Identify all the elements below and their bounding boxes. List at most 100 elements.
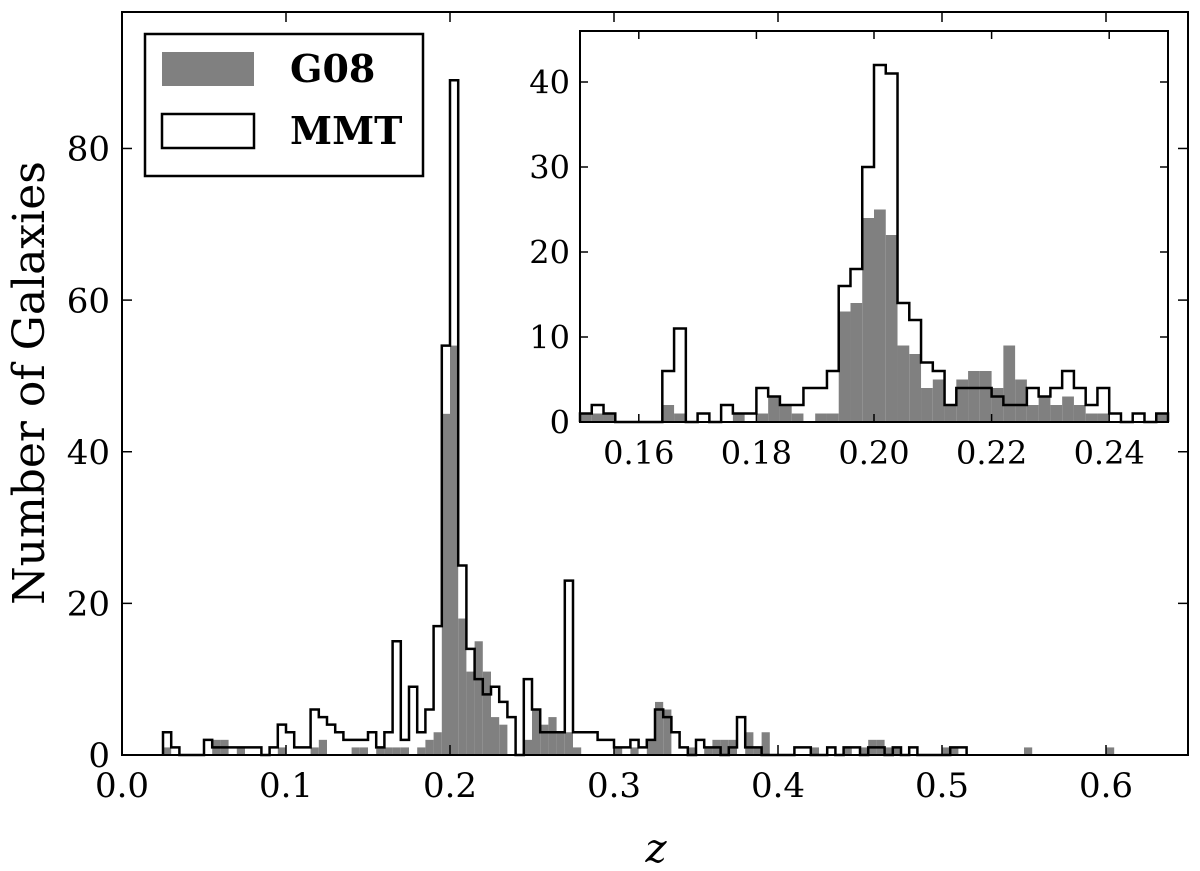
main-g08-bar [425, 739, 434, 755]
main-x-tick-label: 0.1 [259, 766, 313, 806]
main-g08-bar [630, 747, 639, 755]
inset-g08-bar [779, 405, 792, 422]
main-g08-bar [548, 717, 557, 755]
main-g08-bar [950, 747, 959, 755]
main-x-tick-label: 0.3 [587, 766, 641, 806]
inset-y-tick-label: 40 [529, 64, 570, 102]
main-x-tick-label: 0.6 [1079, 766, 1133, 806]
inset-y-tick-label: 30 [529, 149, 570, 187]
main-g08-bar [351, 747, 360, 755]
main-x-tick-label: 0.5 [915, 766, 969, 806]
inset-g08-bar [1050, 405, 1063, 422]
main-g08-bar [884, 747, 893, 755]
main-g08-bar [1024, 747, 1033, 755]
inset-x-tick-label: 0.16 [603, 434, 674, 472]
inset-g08-bar [756, 413, 769, 422]
inset-g08-bar [603, 413, 616, 422]
inset-y-tick-label: 10 [529, 319, 570, 357]
main-g08-bar [564, 732, 573, 755]
main-g08-bar [318, 739, 327, 755]
inset-histogram: 0.16 0.18 0.20 0.22 0.24 0 10 20 30 40 [529, 30, 1170, 472]
main-g08-bar [614, 747, 623, 755]
inset-g08-bar [944, 405, 957, 422]
inset-g08-bar [1038, 396, 1051, 422]
inset-g08-bar [932, 379, 945, 422]
inset-g08-bar [591, 413, 604, 422]
main-g08-bar [310, 747, 319, 755]
main-g08-bar [491, 717, 500, 755]
x-axis-label: z [644, 826, 667, 871]
main-mmt-outline [161, 78, 968, 757]
main-g08-bar [540, 724, 549, 755]
main-x-tick-label: 0.0 [95, 766, 149, 806]
main-g08-bar [441, 413, 450, 755]
inset-g08-bar [1015, 379, 1027, 422]
inset-g08-bar [791, 413, 804, 422]
main-g08-bar [745, 732, 754, 755]
inset-y-tick-label: 20 [529, 234, 570, 272]
main-y-tick-label: 80 [67, 130, 110, 170]
inset-g08-bar [1062, 396, 1074, 422]
main-g08-bar [359, 747, 368, 755]
main-g08-bar [400, 747, 409, 755]
main-g08-bar [163, 747, 172, 755]
main-g08-bar [499, 724, 508, 755]
main-y-tick-label: 40 [67, 433, 110, 473]
inset-mmt-outline [578, 63, 1170, 424]
inset-g08-bar [1003, 345, 1016, 422]
main-g08-bar [433, 732, 442, 755]
inset-g08-bar [956, 379, 969, 422]
legend-swatch-g08 [162, 52, 254, 86]
inset-g08-bar [850, 303, 863, 422]
inset-g08-bar [885, 235, 898, 422]
main-g08-bar [474, 641, 483, 755]
main-g08-bar [384, 747, 393, 755]
inset-g08-bar [1026, 405, 1039, 422]
main-y-tick-label: 0 [88, 736, 110, 776]
inset-x-tick-label: 0.20 [838, 434, 909, 472]
inset-g08-bar [815, 413, 827, 422]
main-axes-frame [121, 11, 1189, 756]
main-g08-bar [720, 739, 729, 755]
inset-g08-bar [1156, 413, 1168, 422]
inset-g08-bar [674, 413, 686, 422]
main-g08-bar [892, 747, 901, 755]
main-g08-bar [646, 739, 655, 755]
inset-x-tick-label: 0.18 [721, 434, 792, 472]
inset-g08-bar [1073, 405, 1086, 422]
inset-g08-bar [979, 371, 992, 422]
main-g08-bar [392, 747, 401, 755]
main-x-tick-label: 0.4 [751, 766, 805, 806]
main-g08-bar [523, 739, 532, 755]
main-g08-bar [860, 747, 869, 755]
inset-g08-bar [838, 311, 851, 422]
inset-g08-bar [862, 218, 874, 422]
main-g08-bar [1106, 747, 1115, 755]
inset-g08-bar [1097, 413, 1110, 422]
main-g08-bar [761, 732, 770, 755]
y-axis-label: Number of Galaxies [4, 161, 55, 605]
main-g08-bar [655, 701, 664, 755]
main-g08-bar [376, 747, 385, 755]
inset-g08-bar [1085, 413, 1098, 422]
main-g08-bar [663, 709, 672, 755]
main-y-tick-label: 20 [67, 585, 110, 625]
main-g08-bar [810, 747, 819, 755]
main-g08-bar [532, 709, 541, 755]
main-g08-bar [704, 747, 713, 755]
inset-g08-bar [662, 405, 675, 422]
inset-g08-bar [826, 413, 839, 422]
inset-g08-bar [874, 209, 886, 422]
main-g08-bar [687, 747, 696, 755]
main-g08-bar [753, 747, 762, 755]
inset-x-tick-label: 0.22 [956, 434, 1027, 472]
main-g08-bar [482, 671, 491, 755]
main-g08-bar [458, 618, 467, 755]
main-g08-bar [466, 671, 475, 755]
inset-g08-bar [732, 413, 745, 422]
main-y-tick-label: 60 [67, 281, 110, 321]
inset-g08-bar [991, 388, 1004, 422]
main-g08-bar [843, 747, 852, 755]
inset-x-tick-label: 0.24 [1074, 434, 1145, 472]
legend: G08 MMT [143, 32, 425, 178]
